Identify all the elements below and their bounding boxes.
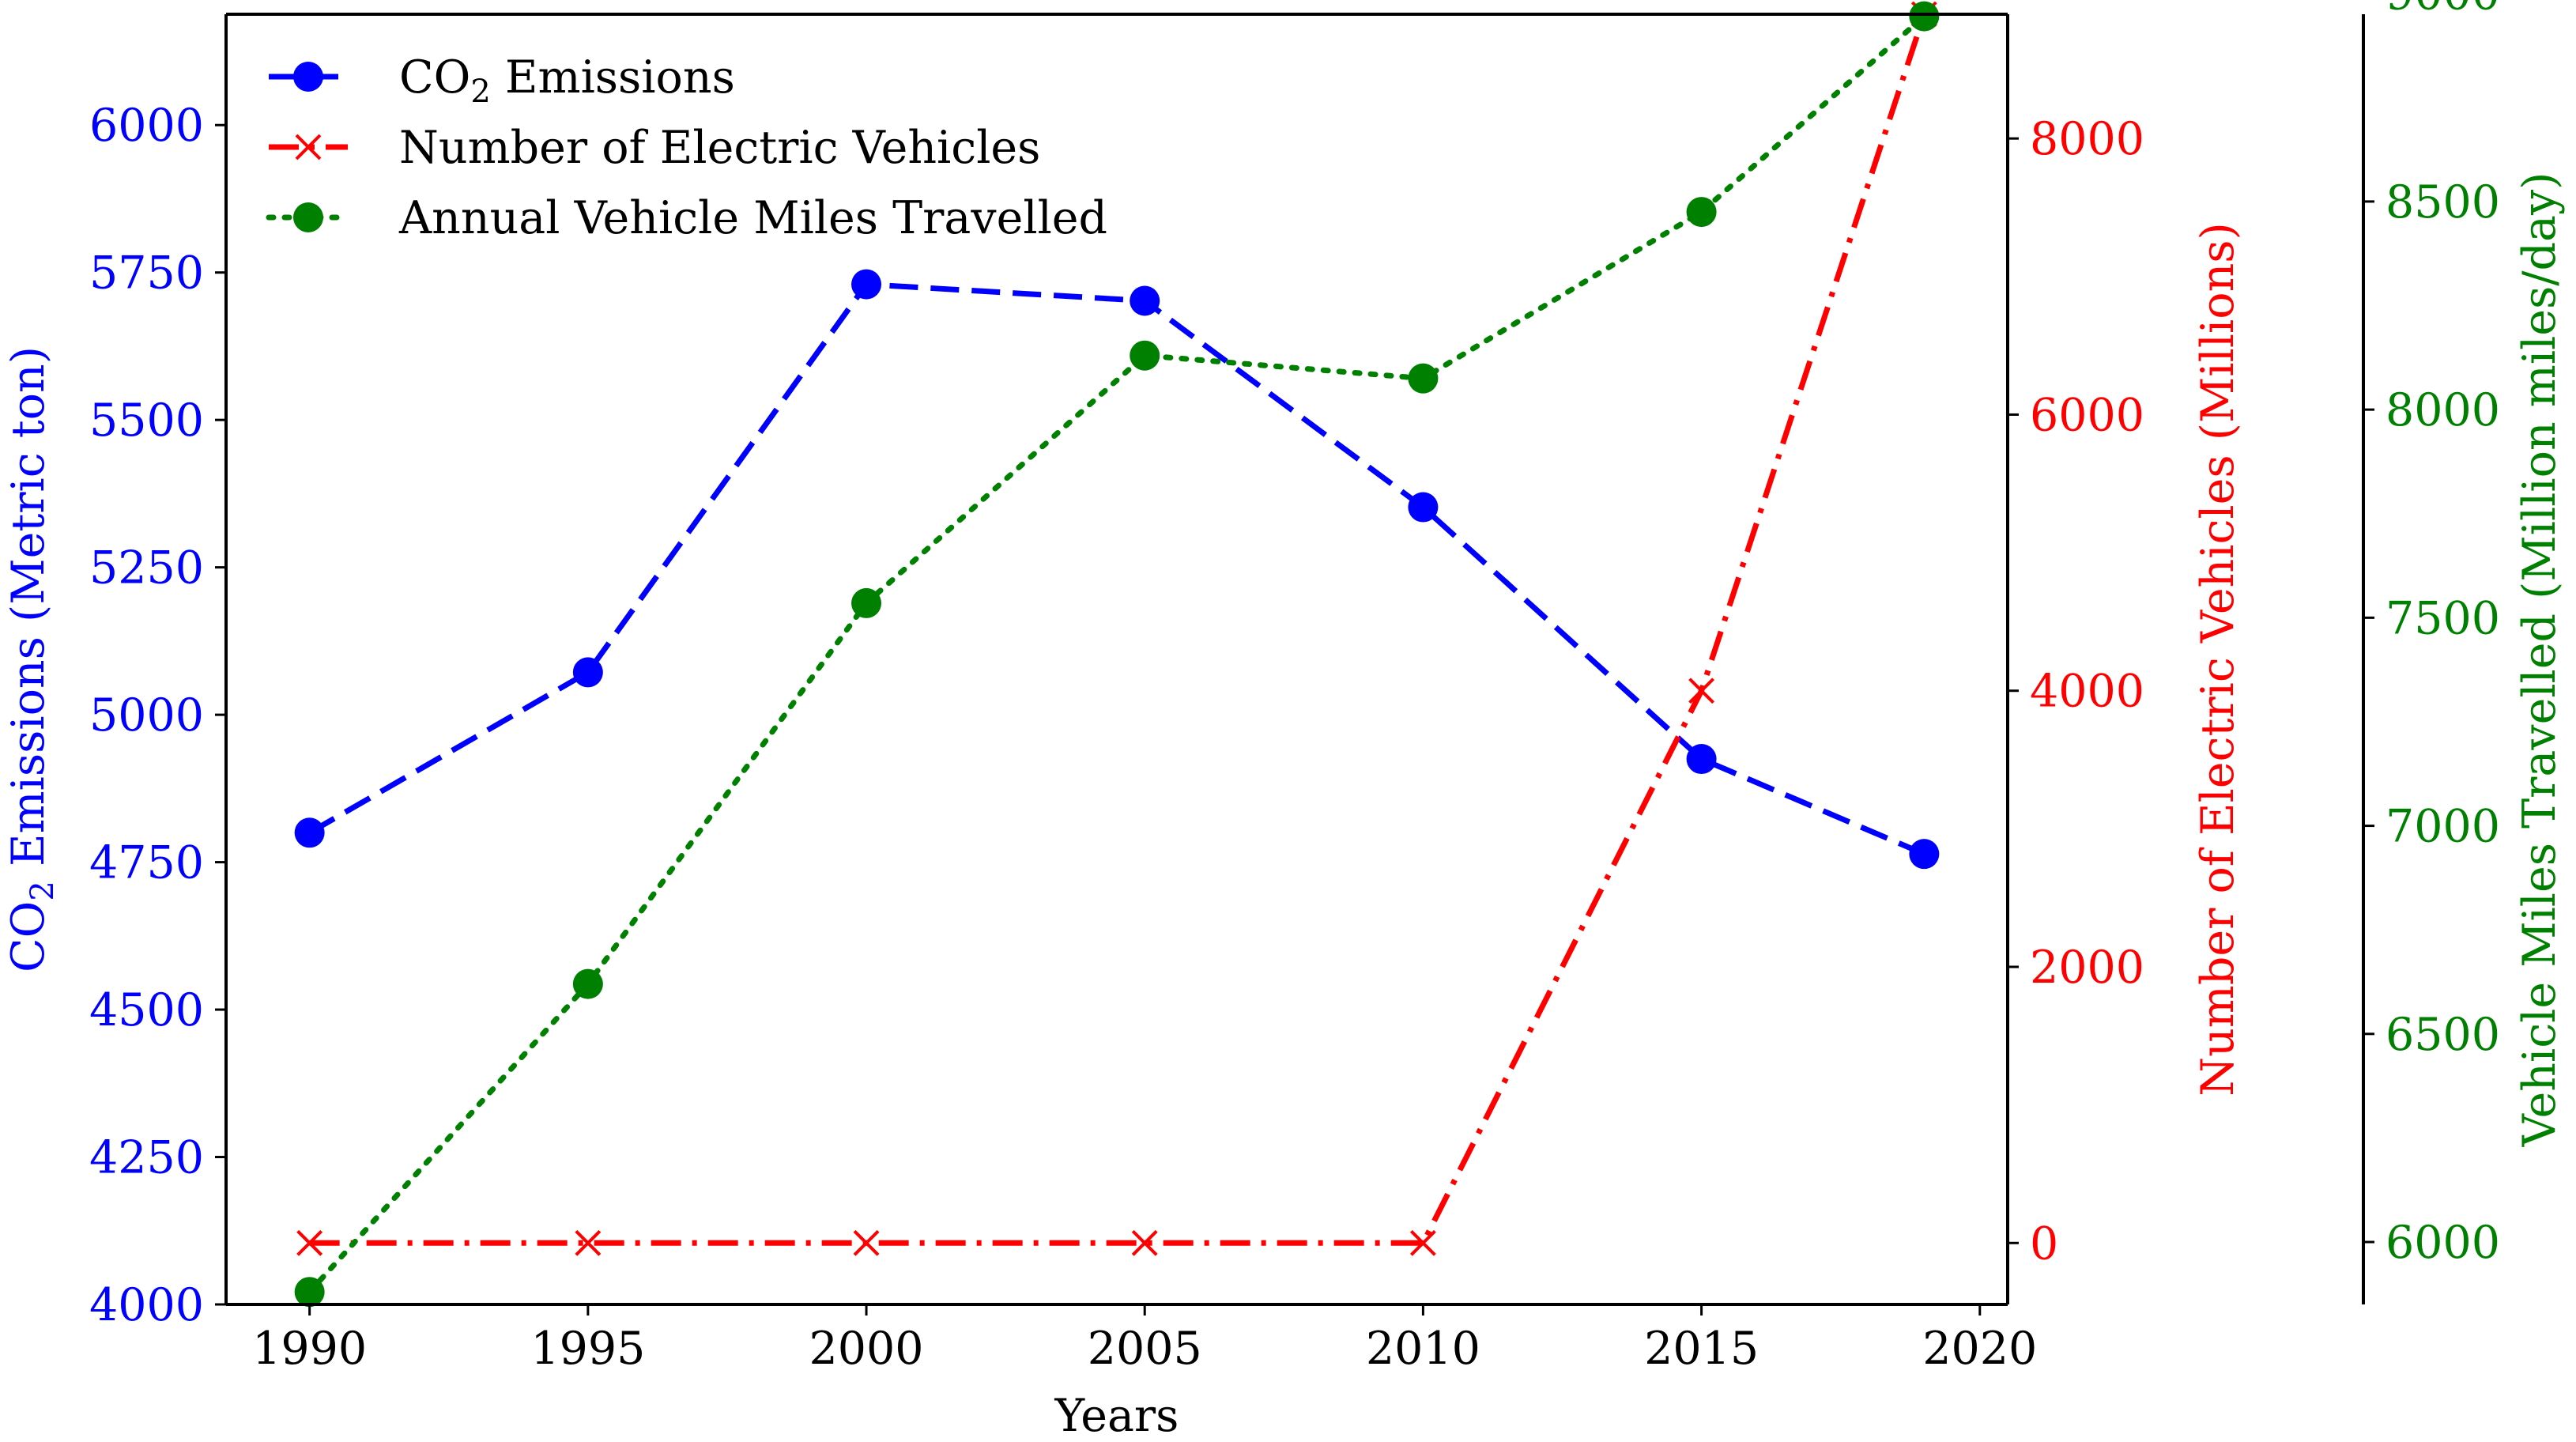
series-2-point <box>1909 1 1940 32</box>
right-y-axis-title: Number of Electric Vehicles (Millions) <box>2192 222 2244 1097</box>
series-2-point <box>572 968 603 999</box>
series-2-point <box>1408 363 1439 394</box>
series-0-point <box>1408 492 1439 523</box>
left-y-tick-label: 6000 <box>89 100 204 152</box>
left-y-tick-label: 4750 <box>89 837 204 889</box>
legend-marker-2 <box>293 202 323 232</box>
right2-y-tick-label: 7500 <box>2386 592 2500 644</box>
left-y-axis-title-part: Emissions (Metric ton) <box>2 346 55 881</box>
legend-label-1: Number of Electric Vehicles <box>399 122 1040 174</box>
series-0-point <box>1909 839 1940 870</box>
x-marker-stroke <box>575 1229 602 1256</box>
legend-label-subscript: 2 <box>470 74 490 110</box>
legend-label-0: CO2 Emissions <box>399 51 735 110</box>
series-2-point <box>1130 340 1160 371</box>
x-tick-label: 2020 <box>1922 1323 2037 1375</box>
series-2-point <box>851 587 882 618</box>
left-y-tick-label: 4250 <box>89 1132 204 1184</box>
x-marker-stroke <box>853 1229 880 1256</box>
x-marker-stroke <box>296 1229 323 1256</box>
left-y-tick-label: 4000 <box>89 1279 204 1331</box>
left-y-axis-title-subscript: 2 <box>25 881 61 900</box>
left-y-axis-title: CO2 Emissions (Metric ton) <box>2 346 61 972</box>
x-tick-label: 2005 <box>1088 1323 1202 1375</box>
right2-y-tick-label: 7000 <box>2386 801 2500 853</box>
legend-marker-0 <box>293 62 323 92</box>
right-y-tick-label: 0 <box>2030 1217 2058 1270</box>
x-marker-stroke <box>1131 1229 1158 1256</box>
x-tick-label: 1995 <box>530 1323 645 1375</box>
left-y-tick-label: 5500 <box>89 394 204 447</box>
series-0-point <box>1130 285 1160 316</box>
series-1-point <box>1131 1229 1158 1256</box>
right2-y-axis-title: Vehicle Miles Travelled (Million miles/d… <box>2514 172 2566 1148</box>
right-y-tick-label: 4000 <box>2030 666 2144 718</box>
x-axis-title: Years <box>1054 1390 1179 1442</box>
series-1-point <box>853 1229 880 1256</box>
series-0-point <box>851 269 882 300</box>
right-y-tick-label: 8000 <box>2030 113 2144 165</box>
x-marker-stroke <box>1688 678 1715 704</box>
right2-y-tick-label: 8000 <box>2386 384 2500 436</box>
series-1-point <box>1688 678 1715 704</box>
x-tick-label: 2010 <box>1366 1323 1480 1375</box>
series-0-point <box>1686 744 1717 775</box>
series-1-point <box>296 1229 323 1256</box>
right2-y-tick-label: 9000 <box>2386 0 2500 21</box>
x-marker-stroke <box>295 134 322 160</box>
series-1-point <box>1409 1229 1436 1256</box>
right2-y-tick-label: 6500 <box>2386 1009 2500 1061</box>
left-y-tick-label: 4500 <box>89 984 204 1036</box>
right2-y-tick-label: 6000 <box>2386 1217 2500 1269</box>
series-0-point <box>294 817 325 848</box>
x-tick-label: 1990 <box>252 1323 367 1375</box>
right-y-tick-label: 6000 <box>2030 389 2144 441</box>
series-1-point <box>575 1229 602 1256</box>
x-tick-label: 2015 <box>1644 1323 1759 1375</box>
x-tick-label: 2000 <box>809 1323 924 1375</box>
series-2-point <box>1686 197 1717 228</box>
plot-markers <box>294 1 1940 1308</box>
left-y-tick-label: 5750 <box>89 247 204 300</box>
right2-y-tick-label: 8500 <box>2386 176 2500 228</box>
left-y-tick-label: 5250 <box>89 542 204 595</box>
right-y-tick-label: 2000 <box>2030 942 2144 994</box>
legend-label-part: CO <box>399 51 470 104</box>
legend: CO2 Emissions Number of Electric Vehicles… <box>266 51 1107 244</box>
series-0-point <box>572 657 603 688</box>
legend-marker-1 <box>295 134 322 160</box>
left-y-axis-title-part: CO <box>2 901 55 972</box>
series-line-0 <box>307 281 1925 857</box>
legend-label-part: Emissions <box>491 51 735 104</box>
legend-label-2: Annual Vehicle Miles Travelled <box>398 192 1107 244</box>
x-marker-stroke <box>1409 1229 1436 1256</box>
left-y-tick-label: 5000 <box>89 689 204 742</box>
series-2-point <box>294 1277 325 1308</box>
